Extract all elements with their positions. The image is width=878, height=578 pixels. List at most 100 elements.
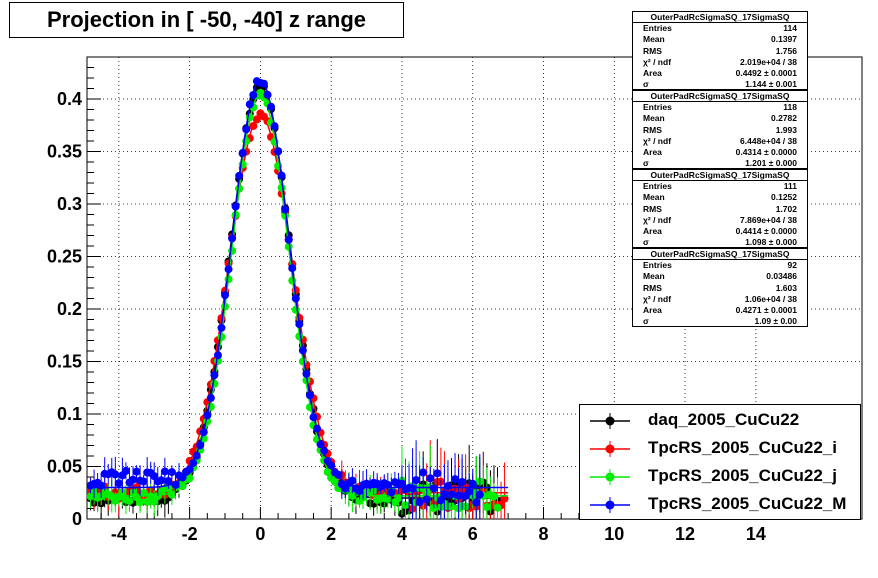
data-point — [132, 467, 141, 476]
stats-key: Mean — [643, 34, 665, 45]
legend-marker — [590, 469, 630, 485]
data-point — [429, 484, 438, 493]
data-point — [111, 470, 120, 479]
stats-row: Mean 0.2782 — [633, 113, 807, 124]
data-point — [196, 441, 205, 450]
stats-key: Mean — [643, 113, 665, 124]
x-tick-label: 0 — [255, 524, 265, 544]
data-point — [217, 332, 226, 341]
data-point — [309, 413, 318, 422]
stats-key: σ — [643, 237, 649, 248]
stats-value: 0.2782 — [771, 113, 797, 124]
data-point — [274, 147, 283, 156]
data-point — [235, 171, 244, 180]
stats-box-title: OuterPadRcSigmaSQ_17SigmaSQ — [633, 12, 807, 23]
data-point — [210, 371, 219, 380]
data-point — [263, 90, 272, 99]
data-point — [419, 468, 428, 477]
stats-row: Mean 0.1252 — [633, 192, 807, 203]
data-point — [468, 479, 477, 488]
stats-row: χ² / ndf 7.869e+04 / 38 — [633, 215, 807, 226]
data-point — [493, 503, 502, 512]
data-point — [440, 490, 449, 499]
stats-value: 1.756 — [775, 45, 797, 56]
stats-value: 1.603 — [775, 282, 797, 293]
data-point — [288, 264, 297, 273]
x-tick-label: 2 — [326, 524, 336, 544]
stats-box: OuterPadRcSigmaSQ_17SigmaSQ Entries 92 Mean… — [632, 248, 808, 327]
legend-label: TpcRS_2005_CuCu22_i — [648, 438, 837, 457]
fit-curve-3 — [87, 79, 509, 489]
legend-marker — [590, 413, 630, 429]
data-point — [291, 294, 300, 303]
data-point — [475, 490, 484, 499]
stats-row: χ² / ndf 2.019e+04 / 38 — [633, 57, 807, 68]
data-point — [235, 184, 244, 193]
data-point — [167, 468, 176, 477]
stats-value: 118 — [783, 102, 797, 112]
stats-row: RMS 1.603 — [633, 283, 807, 294]
stats-row: Entries 111 — [633, 181, 807, 192]
legend: daq_2005_CuCu22 TpcRS_2005_CuCu22_i TpcRS_… — [579, 404, 861, 520]
data-point — [249, 91, 258, 100]
stats-box: OuterPadRcSigmaSQ_17SigmaSQ Entries 118 Mea… — [632, 90, 808, 169]
stats-key: χ² / ndf — [643, 135, 672, 146]
stats-value: 6.448e+04 / 38 — [740, 135, 797, 146]
stats-value: 0.03486 — [766, 271, 797, 282]
y-tick-label: 0.15 — [47, 352, 82, 372]
data-point — [224, 265, 233, 274]
data-point — [221, 291, 230, 300]
y-tick-label: 0.2 — [57, 299, 82, 319]
stats-row: Entries 114 — [633, 23, 807, 34]
stats-value: 0.1397 — [771, 34, 797, 45]
data-point — [267, 102, 276, 111]
data-point — [210, 379, 219, 388]
data-point — [330, 477, 339, 486]
data-point — [436, 496, 445, 505]
data-point — [295, 332, 304, 341]
data-point — [472, 498, 481, 507]
data-point — [408, 484, 417, 493]
data-point — [231, 202, 240, 211]
stats-key: σ — [643, 158, 649, 169]
stats-row: Mean 0.03486 — [633, 271, 807, 282]
data-point — [355, 487, 364, 496]
stats-key: RMS — [643, 124, 662, 135]
data-point — [387, 488, 396, 497]
data-point — [164, 476, 173, 485]
data-point — [139, 477, 148, 486]
legend-label: TpcRS_2005_CuCu22_M — [648, 494, 847, 513]
data-point — [121, 466, 130, 475]
stats-box-title: OuterPadRcSigmaSQ_17SigmaSQ — [633, 249, 807, 260]
x-tick-label: 10 — [604, 524, 624, 544]
stats-row: Area 0.4492 ± 0.0001 — [633, 68, 807, 79]
data-point — [249, 121, 258, 130]
stats-key: χ² / ndf — [643, 293, 672, 304]
y-tick-label: 0 — [72, 509, 82, 529]
stats-key: Mean — [643, 192, 665, 203]
stats-row: σ 1.144 ± 0.001 — [633, 79, 807, 90]
data-point — [238, 148, 247, 157]
y-tick-label: 0.35 — [47, 142, 82, 162]
y-tick-label: 0.05 — [47, 457, 82, 477]
data-point — [298, 357, 307, 366]
chart-title: Projection in [ -50, -40] z range — [9, 2, 404, 38]
y-tick-label: 0.1 — [57, 404, 82, 424]
stats-key: χ² / ndf — [643, 214, 672, 225]
stats-row: σ 1.098 ± 0.000 — [633, 237, 807, 248]
x-tick-label: 14 — [746, 524, 766, 544]
stats-row: Area 0.4271 ± 0.0001 — [633, 305, 807, 316]
data-point — [136, 498, 145, 507]
stats-value: 1.993 — [775, 124, 797, 135]
stats-key: Entries — [643, 102, 672, 112]
data-point — [217, 323, 226, 332]
data-point — [291, 305, 300, 314]
stats-key: Area — [643, 305, 662, 316]
stats-value: 1.06e+04 / 38 — [744, 293, 797, 304]
data-point — [454, 491, 463, 500]
legend-marker — [590, 441, 630, 457]
y-tick-label: 0.3 — [57, 194, 82, 214]
data-point — [231, 210, 240, 219]
data-point — [313, 424, 322, 433]
data-point — [277, 171, 286, 180]
